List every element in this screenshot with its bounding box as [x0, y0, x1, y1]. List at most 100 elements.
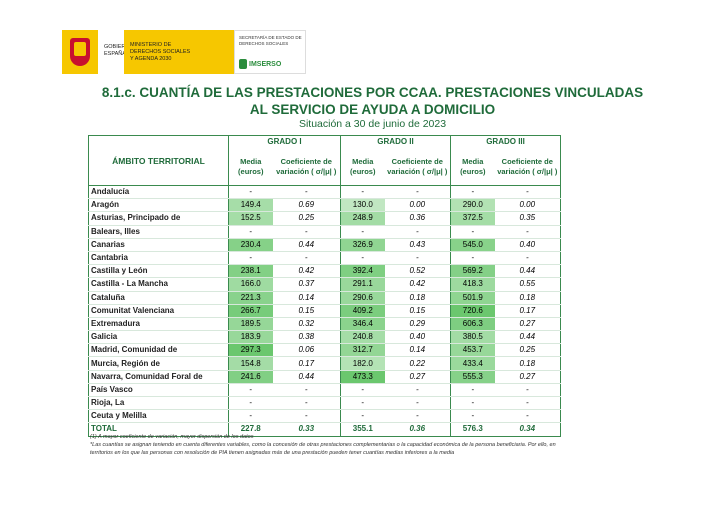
media-cell: 248.9 — [340, 211, 385, 226]
secretaria-box: SECRETARÍA DE ESTADO DE DERECHOS SOCIALE… — [234, 30, 306, 74]
coef-cell: - — [494, 396, 562, 411]
media-cell: 149.4 — [228, 198, 273, 213]
coef-cell: - — [494, 383, 562, 398]
group-header: GRADO III — [450, 135, 562, 148]
coef-cell: - — [384, 383, 452, 398]
media-cell: - — [340, 383, 385, 398]
coef-cell: 0.40 — [494, 238, 562, 252]
region-name: Balears, Illes — [88, 225, 229, 239]
table-row: TOTAL 227.8 0.33 355.1 0.36 576.3 0.34 — [88, 422, 562, 437]
table-row: País Vasco - - - - - - — [88, 383, 562, 398]
region-name: Castilla - La Mancha — [88, 277, 229, 292]
coef-cell: - — [272, 185, 342, 200]
coef-cell: 0.17 — [272, 356, 342, 371]
region-name: Murcia, Región de — [88, 356, 229, 371]
note: *Las cuantías se asignan teniendo en cue… — [90, 442, 556, 456]
notes: (1) A mayor coeficiente de variación, ma… — [90, 433, 560, 457]
coef-cell: 0.32 — [272, 317, 342, 332]
media-cell: 182.0 — [340, 356, 385, 371]
media-cell: - — [450, 396, 495, 411]
media-cell: - — [228, 396, 273, 411]
media-cell: 720.6 — [450, 304, 495, 318]
media-cell: 418.3 — [450, 277, 495, 292]
group-header: GRADO I — [227, 135, 342, 148]
coef-cell: 0.44 — [272, 370, 342, 384]
table-row: Castilla - La Mancha 166.0 0.37 291.1 0.42 41… — [88, 277, 562, 292]
subheader: Media (euros) — [228, 148, 273, 186]
coef-cell: 0.18 — [494, 291, 562, 305]
media-cell: 576.3 — [450, 422, 495, 437]
coef-cell: 0.44 — [494, 330, 562, 345]
region-name: Extremadura — [88, 317, 229, 332]
coef-cell: - — [384, 396, 452, 411]
logo: GOBIERNO DE ESPAÑA MINISTERIO DE DERECHO… — [62, 30, 312, 74]
media-cell: 326.9 — [340, 238, 385, 252]
coef-cell: 0.40 — [384, 330, 452, 345]
media-cell: - — [340, 225, 385, 239]
media-cell: - — [450, 383, 495, 398]
media-cell: 230.4 — [228, 238, 273, 252]
media-cell: - — [450, 409, 495, 424]
media-cell: 238.1 — [228, 264, 273, 279]
region-name: Castilla y León — [88, 264, 229, 279]
table-row: Ceuta y Melilla - - - - - - — [88, 409, 562, 424]
media-cell: 433.4 — [450, 356, 495, 371]
media-cell: - — [228, 251, 273, 266]
subheader: Media (euros) — [340, 148, 385, 186]
coef-cell: 0.44 — [494, 264, 562, 279]
coef-cell: 0.44 — [272, 238, 342, 252]
region-name: Asturias, Principado de — [88, 211, 229, 226]
media-cell: - — [450, 251, 495, 266]
gobierno: GOBIERNO DE ESPAÑA — [104, 44, 143, 57]
coef-cell: 0.00 — [494, 198, 562, 213]
table-row: Balears, Illes - - - - - - — [88, 225, 562, 239]
media-cell: 227.8 — [228, 422, 273, 437]
group-header: GRADO II — [340, 135, 452, 148]
media-cell: - — [340, 409, 385, 424]
region-name: Canarias — [88, 238, 229, 252]
table-row: Aragón 149.4 0.69 130.0 0.00 290.0 0.00 — [88, 198, 562, 213]
coef-cell: - — [272, 383, 342, 398]
ministerio: MINISTERIO DE DERECHOS SOCIALES Y AGENDA… — [130, 42, 191, 62]
coef-cell: 0.35 — [494, 211, 562, 226]
coef-cell: 0.18 — [494, 356, 562, 371]
media-cell: 166.0 — [228, 277, 273, 292]
coef-cell: 0.06 — [272, 343, 342, 358]
region-name: Navarra, Comunidad Foral de — [88, 370, 229, 384]
region-name: Cantabria — [88, 251, 229, 266]
media-cell: 130.0 — [340, 198, 385, 213]
table-row: Andalucía - - - - - - — [88, 185, 562, 200]
media-cell: - — [340, 251, 385, 266]
coef-cell: 0.34 — [494, 422, 562, 437]
media-cell: - — [228, 409, 273, 424]
coef-cell: - — [272, 409, 342, 424]
coef-cell: - — [272, 225, 342, 239]
subheader: Coeficiente de variación ( σ/|μ| ) — [494, 148, 562, 186]
table-row: Castilla y León 238.1 0.42 392.4 0.52 569.2 0.… — [88, 264, 562, 279]
shield — [62, 30, 98, 74]
coef-cell: 0.27 — [384, 370, 452, 384]
media-cell: 297.3 — [228, 343, 273, 358]
header-row: ÁMBITO TERRITORIAL GRADO I GRADO II GRADO I… — [88, 135, 562, 186]
imserso: IMSERSO — [249, 61, 282, 68]
region-name: Rioja, La — [88, 396, 229, 411]
media-cell: 453.7 — [450, 343, 495, 358]
subheader-row: Media (euros) Coeficiente de variación ( … — [89, 148, 562, 186]
coef-cell: 0.25 — [494, 343, 562, 358]
media-cell: - — [228, 185, 273, 200]
note: (1) A mayor coeficiente de variación, ma… — [90, 434, 254, 440]
table-row: Madrid, Comunidad de 297.3 0.06 312.7 0.14 45… — [88, 343, 562, 358]
media-cell: 154.8 — [228, 356, 273, 371]
coef-cell: 0.15 — [272, 304, 342, 318]
table-row: Navarra, Comunidad Foral de 241.6 0.44 473.… — [88, 370, 562, 384]
coef-cell: 0.14 — [384, 343, 452, 358]
media-cell: 240.8 — [340, 330, 385, 345]
table-row: Extremadura 189.5 0.32 346.4 0.29 606.3 0.27 — [88, 317, 562, 332]
media-cell: 241.6 — [228, 370, 273, 384]
coef-cell: - — [494, 185, 562, 200]
coef-cell: - — [272, 251, 342, 266]
coef-cell: 0.22 — [384, 356, 452, 371]
coef-cell: - — [494, 251, 562, 266]
secretaria: SECRETARÍA DE ESTADO DE DERECHOS SOCIALE… — [239, 35, 302, 46]
